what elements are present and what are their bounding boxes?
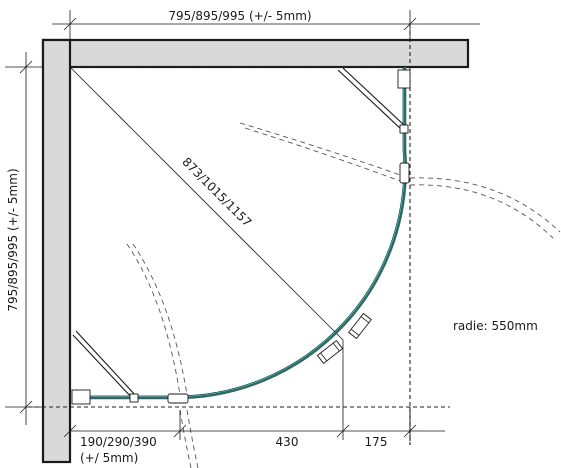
right-handle (399, 162, 410, 184)
bottom-segment-1-tolerance: (+/ 5mm) (80, 451, 138, 465)
top-wall (41, 38, 470, 69)
top-dimension: 795/895/995 (+/- 5mm) (52, 9, 480, 40)
bottom-segment-1-label: 190/290/390 (80, 435, 157, 449)
diagonal-label: 873/1015/1157 (179, 155, 254, 230)
hardware (71, 69, 411, 405)
magnetic-catch-lower (316, 340, 344, 364)
left-dimension: 795/895/995 (+/- 5mm) (5, 52, 43, 425)
fixed-panels (72, 67, 406, 400)
radius-label: radie: 550mm (453, 319, 538, 333)
diagonal-dimension: 873/1015/1157 (69, 66, 344, 341)
left-wall (41, 38, 72, 464)
bottom-hinge (129, 393, 139, 403)
bottom-segment-2-label: 430 (276, 435, 299, 449)
curved-glass (80, 67, 407, 400)
bottom-left-profile (71, 389, 91, 405)
door-swing-arcs (126, 122, 561, 468)
top-right-profile (397, 69, 411, 89)
bottom-handle (167, 393, 189, 404)
magnetic-catch-upper (348, 312, 372, 340)
bottom-dimension: 190/290/390 (+/ 5mm) 430 175 (63, 340, 445, 465)
top-hinge (399, 124, 409, 134)
walls (41, 38, 470, 464)
left-height-label: 795/895/995 (+/- 5mm) (6, 168, 20, 311)
bottom-segment-3-label: 175 (365, 435, 388, 449)
top-width-label: 795/895/995 (+/- 5mm) (168, 9, 311, 23)
guide-lines (28, 24, 450, 445)
